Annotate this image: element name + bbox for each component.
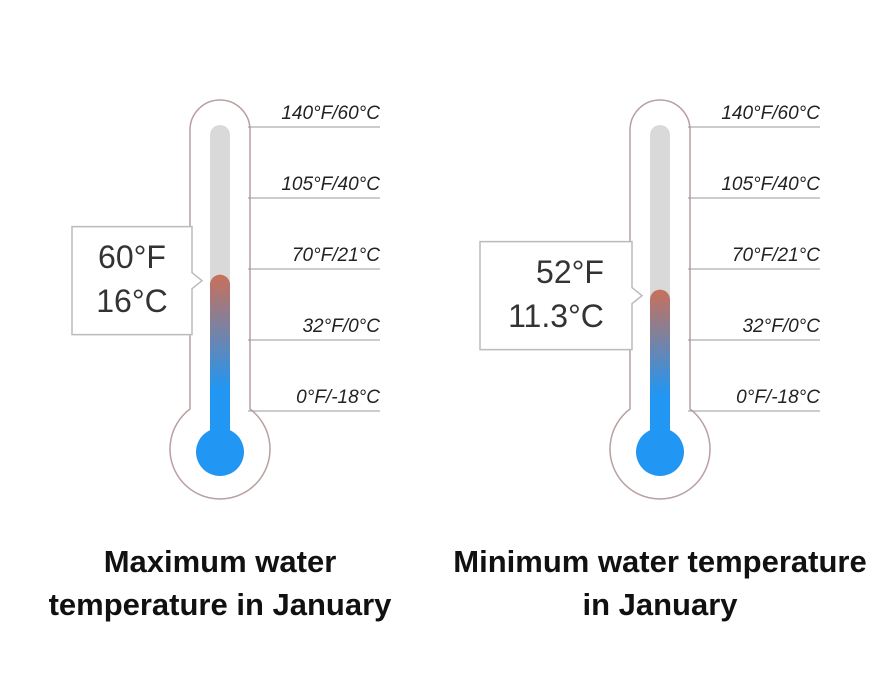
chart-title: Maximum water temperature in January bbox=[48, 544, 392, 622]
callout bbox=[71, 225, 204, 336]
value-label: 52°F bbox=[536, 254, 604, 290]
y-tick-label: 0°F/-18°C bbox=[736, 387, 820, 408]
value-label-c: 11.3°C bbox=[508, 298, 604, 334]
callout bbox=[479, 240, 644, 351]
chart-title: Minimum water temperature in January bbox=[453, 544, 867, 622]
y-tick-label: 32°F/0°C bbox=[302, 316, 380, 337]
value-label-c: 16°C bbox=[96, 283, 168, 319]
y-tick-label: 32°F/0°C bbox=[742, 316, 820, 337]
y-tick-label: 70°F/21°C bbox=[732, 245, 820, 266]
bulb bbox=[196, 428, 244, 476]
y-tick-label: 105°F/40°C bbox=[721, 174, 820, 195]
y-tick-label: 105°F/40°C bbox=[281, 174, 380, 195]
y-tick-label: 140°F/60°C bbox=[281, 103, 380, 124]
y-tick-label: 140°F/60°C bbox=[721, 103, 820, 124]
y-tick-label: 0°F/-18°C bbox=[296, 387, 380, 408]
mercury bbox=[650, 289, 670, 452]
bulb bbox=[636, 428, 684, 476]
value-label: 60°F bbox=[98, 239, 166, 275]
y-tick-label: 70°F/21°C bbox=[292, 245, 380, 266]
mercury bbox=[210, 274, 230, 452]
